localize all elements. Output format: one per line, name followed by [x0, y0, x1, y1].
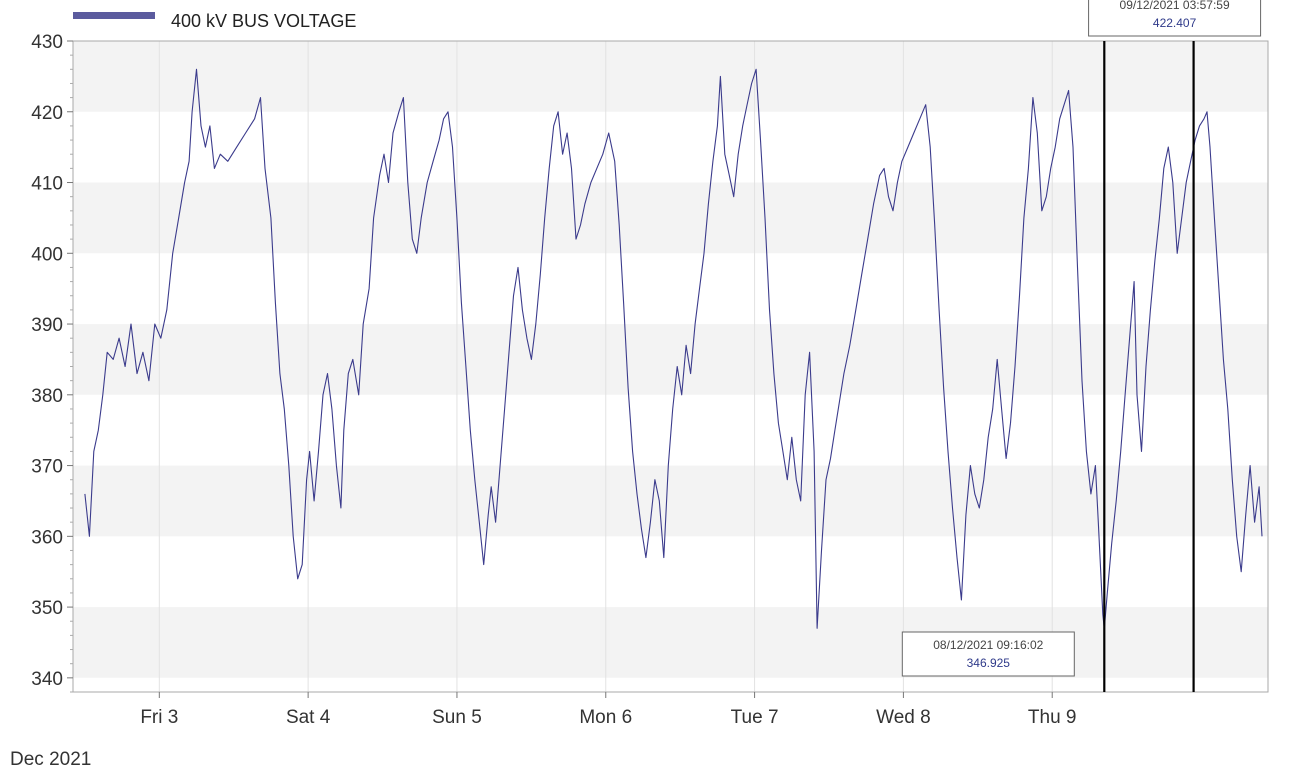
- y-tick-label: 390: [31, 315, 63, 336]
- grid-band: [73, 324, 1268, 395]
- x-tick-label: Fri 3: [140, 707, 178, 728]
- cursor-readout-box: [901, 631, 1075, 677]
- y-tick-label: 420: [31, 103, 63, 124]
- x-tick-label: Mon 6: [579, 707, 632, 728]
- y-tick-label: 410: [31, 174, 63, 195]
- grid-band: [73, 41, 1268, 112]
- y-tick-label: 430: [31, 32, 63, 53]
- x-tick-label: Sun 5: [432, 707, 482, 728]
- vertical-gridlines: [158, 41, 1053, 692]
- grid-band: [73, 607, 1268, 678]
- legend-label: 400 kV BUS VOLTAGE: [171, 11, 356, 31]
- cursor-readout-box: [1088, 0, 1262, 37]
- y-tick-label: 360: [31, 527, 63, 548]
- y-tick-label: 370: [31, 457, 63, 478]
- alternating-bands: [73, 41, 1268, 692]
- month-label: Dec 2021: [10, 749, 91, 770]
- cursor-readout-value: 422.407: [1153, 16, 1197, 30]
- legend-swatch: [73, 12, 155, 19]
- cursor-readout-value: 346.925: [967, 656, 1011, 670]
- y-axis: 340 350 360 370 380 390 400 410 420 430: [31, 32, 73, 693]
- x-tick-label: Tue 7: [731, 707, 779, 728]
- cursor-readout-time: 09/12/2021 03:57:59: [1120, 0, 1230, 12]
- x-axis: Fri 3 Sat 4 Sun 5 Mon 6 Tue 7 Wed 8 Thu 9: [140, 692, 1077, 728]
- y-tick-label: 340: [31, 669, 63, 690]
- series-line-400kv: [84, 68, 1263, 630]
- y-tick-label: 350: [31, 598, 63, 619]
- y-tick-label: 380: [31, 386, 63, 407]
- y-tick-label: 400: [31, 244, 63, 265]
- cursor-layer[interactable]: 08/12/2021 09:16:02 346.925 09/12/2021 03:…: [901, 0, 1262, 692]
- legend: 400 kV BUS VOLTAGE: [73, 11, 356, 31]
- cursor-readout-time: 08/12/2021 09:16:02: [933, 638, 1043, 652]
- series-layer: [84, 68, 1263, 630]
- x-tick-label: Wed 8: [876, 707, 931, 728]
- x-tick-label: Thu 9: [1028, 707, 1077, 728]
- grid-band: [73, 465, 1268, 537]
- grid-band: [73, 182, 1268, 254]
- grid-band: [73, 677, 1268, 692]
- x-tick-label: Sat 4: [286, 707, 331, 728]
